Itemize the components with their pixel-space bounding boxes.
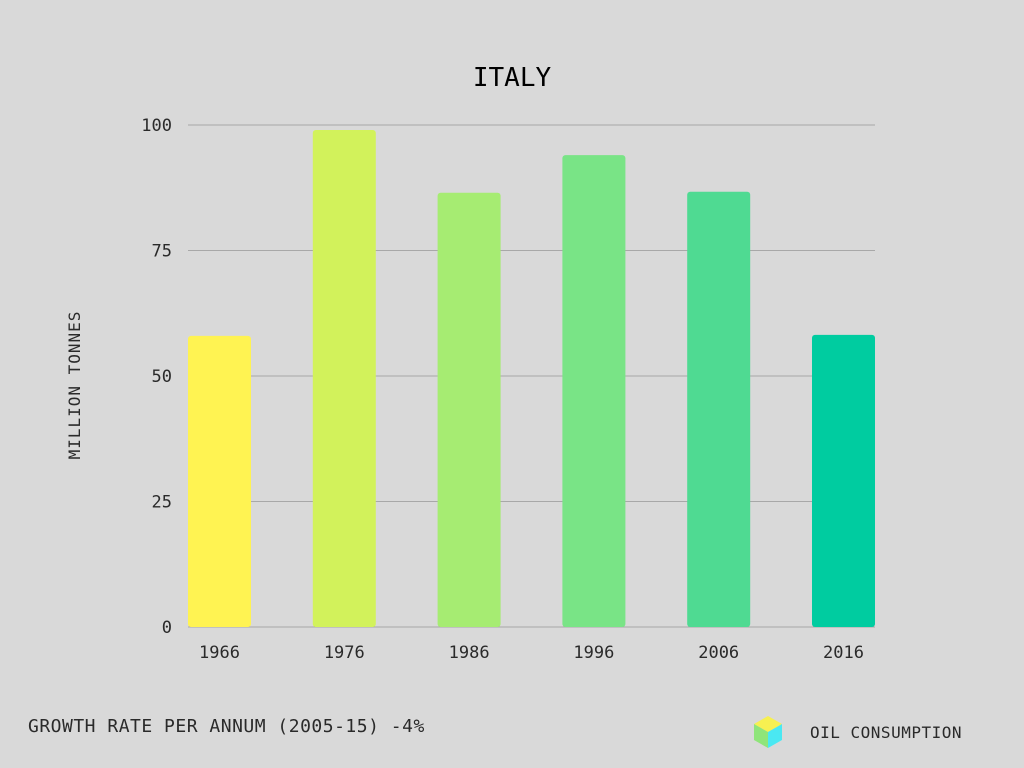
- y-tick-label: 50: [152, 367, 172, 387]
- bar-1996: [562, 155, 626, 627]
- y-tick-label: 75: [152, 242, 172, 262]
- x-tick-labels: 1966 1976 1986 1996 2006 2016: [199, 643, 864, 663]
- bar-1986: [437, 192, 501, 627]
- bar-1976: [312, 130, 376, 627]
- x-tick-label: 2006: [698, 643, 739, 663]
- x-tick-label: 1986: [449, 643, 490, 663]
- x-tick-label: 1996: [573, 643, 614, 663]
- growth-rate-note: GROWTH RATE PER ANNUM (2005-15) -4%: [28, 716, 425, 737]
- y-tick-labels: 0 25 50 75 100: [141, 116, 172, 638]
- legend-label: OIL CONSUMPTION: [810, 722, 962, 742]
- y-tick-label: 25: [152, 493, 172, 513]
- x-tick-label: 1976: [324, 643, 365, 663]
- chart-title: ITALY: [473, 63, 552, 93]
- bar-2006: [687, 191, 751, 628]
- y-tick-label: 100: [141, 116, 172, 136]
- bars: [188, 130, 875, 628]
- bar-1966: [188, 335, 251, 627]
- y-axis-label: MILLION TONNES: [65, 311, 84, 460]
- y-tick-label: 0: [162, 618, 172, 638]
- bar-2016: [812, 334, 875, 627]
- cube-icon: [754, 716, 782, 748]
- legend: OIL CONSUMPTION: [752, 714, 962, 750]
- x-tick-label: 2016: [823, 643, 864, 663]
- grid-lines: [188, 124, 875, 628]
- x-tick-label: 1966: [199, 643, 240, 663]
